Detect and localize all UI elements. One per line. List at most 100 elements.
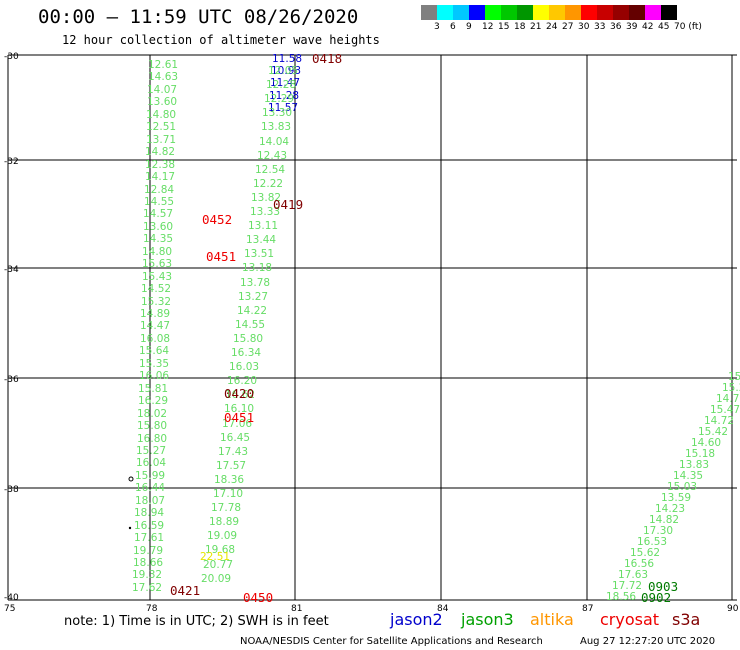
wave-height-value: 13.27 bbox=[238, 291, 269, 303]
wave-height-value: 14.89 bbox=[140, 308, 171, 320]
legend-swatch bbox=[549, 5, 565, 20]
lat-label: -40 bbox=[4, 593, 19, 603]
wave-height-value: 14.72 bbox=[704, 415, 735, 427]
time-label: 0451 bbox=[206, 249, 237, 264]
wave-height-value: 16.10 bbox=[224, 403, 255, 415]
legend-label: 18 bbox=[514, 22, 526, 32]
legend-swatch bbox=[565, 5, 581, 20]
wave-height-value: 14.7 bbox=[716, 393, 740, 405]
wave-height-value: 14.04 bbox=[259, 136, 290, 148]
wave-height-value: 15.42 bbox=[698, 426, 729, 438]
lon-label: 75 bbox=[4, 604, 16, 614]
wave-height-value: 15.81 bbox=[138, 383, 169, 395]
wave-height-value: 14.35 bbox=[143, 233, 174, 245]
wave-height-value: 12.29 bbox=[264, 93, 295, 105]
footnote: note: 1) Time is in UTC; 2) SWH is in fe… bbox=[64, 614, 329, 629]
wave-height-value: 14.82 bbox=[649, 514, 680, 526]
legend-label: 24 bbox=[546, 22, 558, 32]
legend-swatch bbox=[661, 5, 677, 20]
wave-height-value: 13.44 bbox=[246, 234, 277, 246]
wave-height-value: 16.08 bbox=[140, 333, 171, 345]
legend-swatch bbox=[437, 5, 453, 20]
satellite-label-jason3: jason3 bbox=[461, 610, 514, 629]
legend-label: 27 bbox=[562, 22, 574, 32]
wave-height-value: 15.99 bbox=[135, 470, 166, 482]
legend-label: 9 bbox=[466, 22, 472, 32]
lat-label: -32 bbox=[4, 157, 19, 167]
wave-height-value: 17.06 bbox=[222, 418, 253, 430]
wave-height-value: 16.59 bbox=[134, 520, 165, 532]
time-label: 0419 bbox=[273, 197, 304, 212]
wave-height-value: 14.55 bbox=[144, 196, 175, 208]
wave-height-value: 14.47 bbox=[140, 320, 171, 332]
wave-height-value: 14.82 bbox=[145, 146, 176, 158]
wave-height-value: 18.66 bbox=[133, 557, 164, 569]
wave-height-value: 15.80 bbox=[137, 420, 168, 432]
wave-height-value: 13.83 bbox=[261, 121, 292, 133]
wave-height-value: 16.56 bbox=[624, 558, 655, 570]
time-label: 0902 bbox=[641, 590, 672, 605]
wave-height-value: 22.51 bbox=[200, 551, 231, 563]
wave-height-value: 17.63 bbox=[618, 569, 649, 581]
page-title: 00:00 – 11:59 UTC 08/26/2020 bbox=[38, 6, 359, 28]
wave-height-value: 13.82 bbox=[251, 192, 282, 204]
wave-height-value: 14.57 bbox=[143, 208, 174, 220]
legend-label: 33 bbox=[594, 22, 606, 32]
wave-height-value: 13.78 bbox=[240, 277, 271, 289]
wave-height-value: 17.30 bbox=[643, 525, 674, 537]
time-label: 0420 bbox=[224, 386, 255, 401]
wave-height-value: 15.80 bbox=[233, 333, 264, 345]
legend-swatch bbox=[533, 5, 549, 20]
wave-height-value: 12.05 bbox=[268, 65, 299, 77]
wave-height-value: 12.51 bbox=[146, 121, 177, 133]
lon-label: 78 bbox=[146, 604, 158, 614]
wave-height-value: 19.68 bbox=[205, 544, 236, 556]
wave-height-value: 14.17 bbox=[145, 171, 176, 183]
wave-height-value: 12.54 bbox=[255, 164, 286, 176]
wave-height-value: 15.63 bbox=[142, 258, 173, 270]
legend-swatch bbox=[581, 5, 597, 20]
legend-label: 3 bbox=[434, 22, 440, 32]
legend-label: 15 bbox=[498, 22, 510, 32]
island-outline bbox=[128, 476, 134, 482]
wave-height-value: 14.80 bbox=[146, 109, 177, 121]
wave-height-value: 13.11 bbox=[248, 220, 279, 232]
wave-height-value: 14.22 bbox=[237, 305, 268, 317]
wave-height-value: 14.52 bbox=[141, 283, 172, 295]
wave-height-value: 12.43 bbox=[257, 150, 288, 162]
legend-label: 39 bbox=[626, 22, 638, 32]
wave-height-value: 18.89 bbox=[209, 516, 240, 528]
timestamp-text: Aug 27 12:27:20 UTC 2020 bbox=[580, 636, 716, 647]
wave-height-value: 14.60 bbox=[691, 437, 722, 449]
wave-height-value: 14.80 bbox=[142, 246, 173, 258]
wave-height-value: 15.32 bbox=[141, 296, 172, 308]
time-label: 0452 bbox=[202, 212, 233, 227]
legend-swatch bbox=[613, 5, 629, 20]
wave-height-value: 15.03 bbox=[667, 481, 698, 493]
legend-label: 6 bbox=[450, 22, 456, 32]
time-label: 0450 bbox=[243, 590, 274, 605]
legend-swatch bbox=[501, 5, 517, 20]
wave-height-value: 16.45 bbox=[220, 432, 251, 444]
wave-height-value: 11.57 bbox=[268, 102, 299, 114]
wave-height-value: 19.32 bbox=[132, 569, 163, 581]
legend-swatch bbox=[597, 5, 613, 20]
wave-height-value: 18.07 bbox=[135, 495, 166, 507]
wave-height-value: 14.63 bbox=[148, 71, 179, 83]
wave-height-value: 13.83 bbox=[679, 459, 710, 471]
wave-height-value: 16.80 bbox=[137, 433, 168, 445]
wave-height-value: 12.28 bbox=[266, 79, 297, 91]
wave-height-value: 17.61 bbox=[134, 532, 165, 544]
wave-height-value: 11.58 bbox=[272, 53, 303, 65]
wave-height-value: 16.03 bbox=[229, 361, 260, 373]
legend-label: 45 bbox=[658, 22, 670, 32]
color-legend-bar bbox=[421, 5, 677, 20]
legend-label: 42 bbox=[642, 22, 654, 32]
legend-label: 36 bbox=[610, 22, 622, 32]
wave-height-value: 12.84 bbox=[144, 184, 175, 196]
wave-height-value: 18.36 bbox=[214, 474, 245, 486]
lon-label: 81 bbox=[291, 604, 303, 614]
wave-height-value: 15.9 bbox=[728, 371, 740, 383]
lat-label: -36 bbox=[4, 375, 19, 385]
